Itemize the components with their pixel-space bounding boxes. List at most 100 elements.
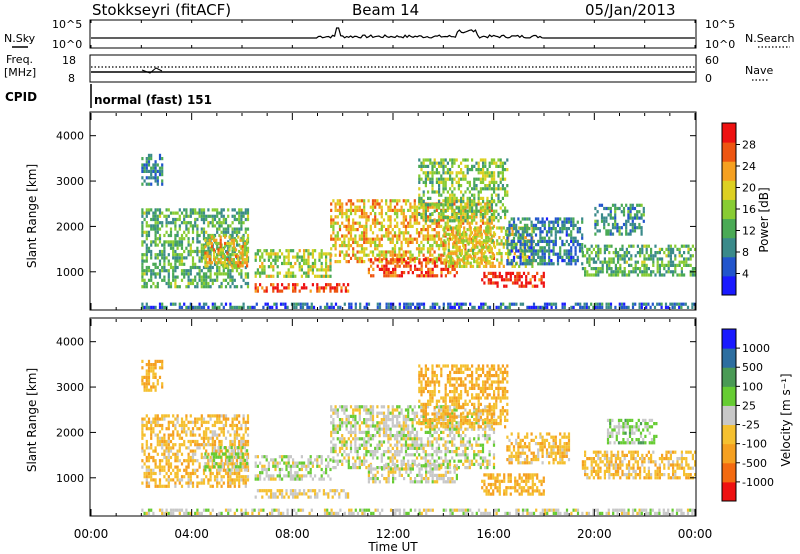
heatmap-cell <box>347 208 350 212</box>
heatmap-cell <box>581 262 584 266</box>
heatmap-cell <box>224 446 227 450</box>
heatmap-cell <box>385 199 388 203</box>
heatmap-cell <box>147 382 151 386</box>
heatmap-cell <box>420 250 423 254</box>
heatmap-cell <box>559 255 562 259</box>
heatmap-cell <box>261 265 264 269</box>
heatmap-cell <box>442 177 445 181</box>
heatmap-cell <box>147 420 151 424</box>
heatmap-cell <box>292 474 295 478</box>
heatmap-cell <box>526 249 529 253</box>
heatmap-cell <box>200 455 203 460</box>
heatmap-cell <box>187 227 190 231</box>
heatmap-cell <box>231 423 234 428</box>
heatmap-cell <box>531 255 534 259</box>
heatmap-cell <box>605 302 608 306</box>
heatmap-cell <box>466 221 469 225</box>
heatmap-cell <box>485 236 488 240</box>
heatmap-cell <box>541 249 544 253</box>
heatmap-cell <box>654 244 657 248</box>
heatmap-cell <box>224 249 228 254</box>
heatmap-cell <box>347 231 350 235</box>
heatmap-cell <box>471 158 474 162</box>
heatmap-cell <box>352 253 355 257</box>
heatmap-cell <box>570 305 573 309</box>
heatmap-cell <box>376 247 379 251</box>
heatmap-cell <box>446 177 449 181</box>
heatmap-cell <box>413 202 416 206</box>
heatmap-cell <box>358 199 361 203</box>
heatmap-cell <box>508 302 511 306</box>
heatmap-cell <box>669 254 672 258</box>
heatmap-cell <box>238 221 241 225</box>
heatmap-cell <box>216 484 219 488</box>
heatmap-cell <box>345 218 348 222</box>
heatmap-cell <box>667 270 670 274</box>
heatmap-cell <box>550 249 553 253</box>
heatmap-cell <box>616 222 619 227</box>
heatmap-cell <box>242 414 245 418</box>
heatmap-cell <box>369 237 372 241</box>
heatmap-cell <box>536 284 539 288</box>
heatmap-cell <box>427 271 430 275</box>
heatmap-cell <box>154 484 157 488</box>
heatmap-cell <box>449 174 452 178</box>
heatmap-cell <box>578 246 582 250</box>
heatmap-cell <box>209 443 212 447</box>
heatmap-cell <box>227 475 230 479</box>
power-heatmap <box>141 153 697 309</box>
freq-tick-top: 18 <box>62 54 76 67</box>
heatmap-cell <box>542 284 545 288</box>
heatmap-cell <box>469 248 472 252</box>
heatmap-cell <box>477 164 480 168</box>
heatmap-cell <box>531 275 534 279</box>
heatmap-cell <box>163 414 166 418</box>
heatmap-cell <box>231 221 234 225</box>
heatmap-cell <box>307 464 310 468</box>
heatmap-cell <box>205 278 208 282</box>
heatmap-cell <box>165 462 168 466</box>
heatmap-cell <box>385 264 388 268</box>
heatmap-cell <box>145 182 148 186</box>
heatmap-cell <box>471 200 474 204</box>
heatmap-cell <box>154 385 157 389</box>
heatmap-cell <box>505 278 508 282</box>
heatmap-cell <box>154 275 157 279</box>
heatmap-cell <box>643 254 646 258</box>
heatmap-cell <box>525 275 528 279</box>
heatmap-cell <box>147 211 151 215</box>
heatmap-cell <box>207 427 210 431</box>
heatmap-cell <box>453 177 456 181</box>
heatmap-cell <box>411 258 414 262</box>
heatmap-cell <box>189 208 192 212</box>
heatmap-cell <box>244 272 247 276</box>
heatmap-cell <box>235 414 239 418</box>
heatmap-cell <box>240 443 243 447</box>
heatmap-cell <box>606 263 609 267</box>
heatmap-cell <box>216 221 219 225</box>
heatmap-cell <box>224 423 228 428</box>
heatmap-cell <box>540 275 543 279</box>
heatmap-cell <box>235 230 239 234</box>
heatmap-cell <box>459 208 463 212</box>
heatmap-cell <box>233 305 236 309</box>
heatmap-cell <box>631 302 635 306</box>
y-tick-label: 1000 <box>56 266 84 279</box>
heatmap-cell <box>479 215 482 219</box>
heatmap-cell <box>440 218 443 222</box>
heatmap-cell <box>510 262 513 266</box>
heatmap-cell <box>440 161 443 165</box>
heatmap-cell <box>490 200 493 204</box>
heatmap-cell <box>147 468 151 472</box>
heatmap-cell <box>570 233 573 237</box>
heatmap-cell <box>431 168 434 172</box>
heatmap-cell <box>261 261 264 266</box>
heatmap-cell <box>191 427 195 431</box>
heatmap-cell <box>256 268 259 272</box>
heatmap-cell <box>663 263 666 267</box>
heatmap-cell <box>150 217 153 222</box>
heatmap-cell <box>143 423 146 428</box>
heatmap-cell <box>154 233 157 238</box>
